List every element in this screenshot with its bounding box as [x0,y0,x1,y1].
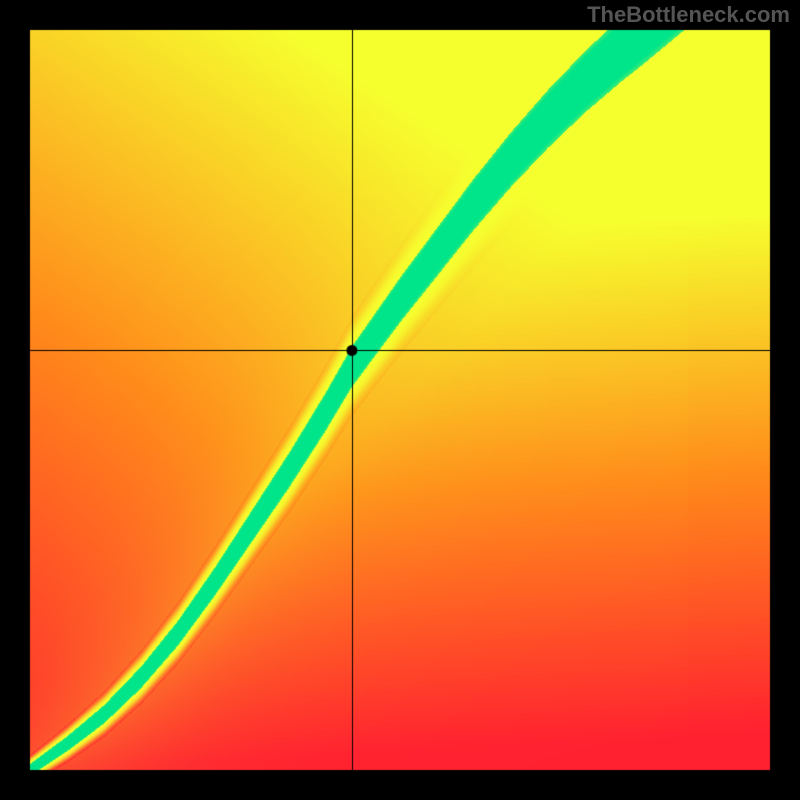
watermark-text: TheBottleneck.com [587,2,790,28]
bottleneck-heatmap [0,0,800,800]
chart-container: { "watermark": "TheBottleneck.com", "cha… [0,0,800,800]
